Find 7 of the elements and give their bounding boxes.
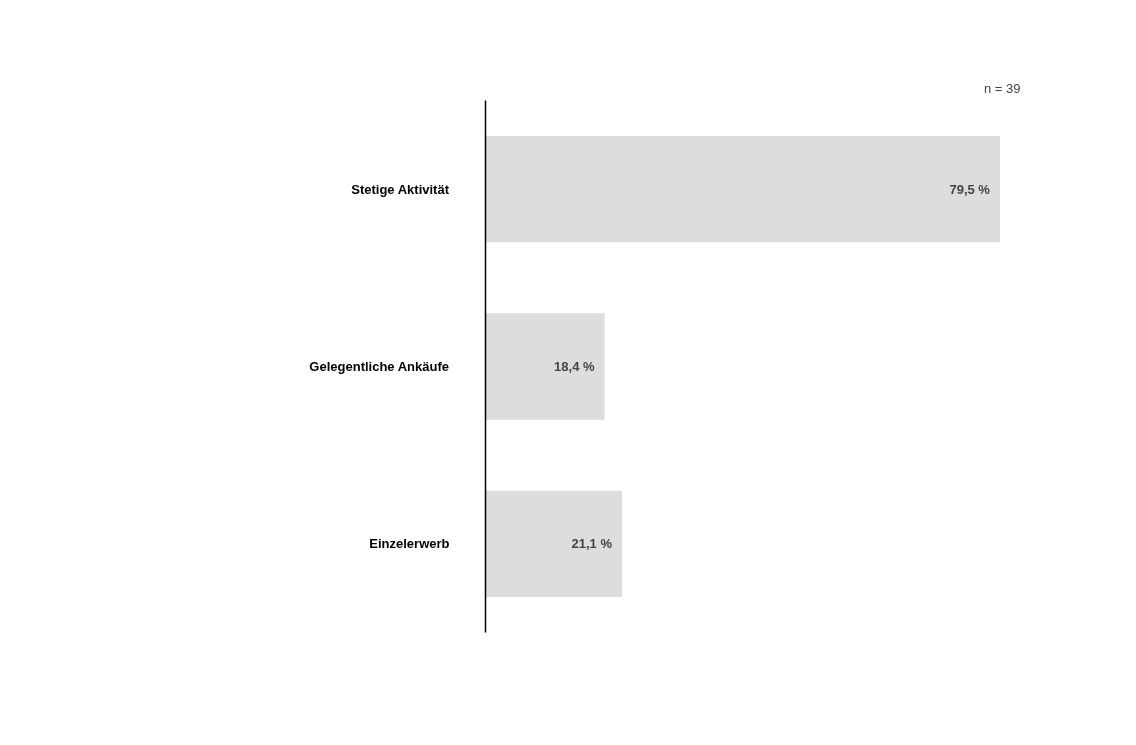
text: n = 39 (983, 80, 1021, 96)
y-tick-label: Gelegentliche Ankäufe (309, 359, 450, 374)
y-tick-label: Stetige Aktivität (351, 181, 450, 197)
data-label: 79,5 % (949, 181, 991, 197)
data-label: 21,1 % (571, 536, 613, 552)
y-tick-label: Einzelerwerb (369, 536, 450, 552)
data-label: 18,4 % (554, 359, 595, 374)
